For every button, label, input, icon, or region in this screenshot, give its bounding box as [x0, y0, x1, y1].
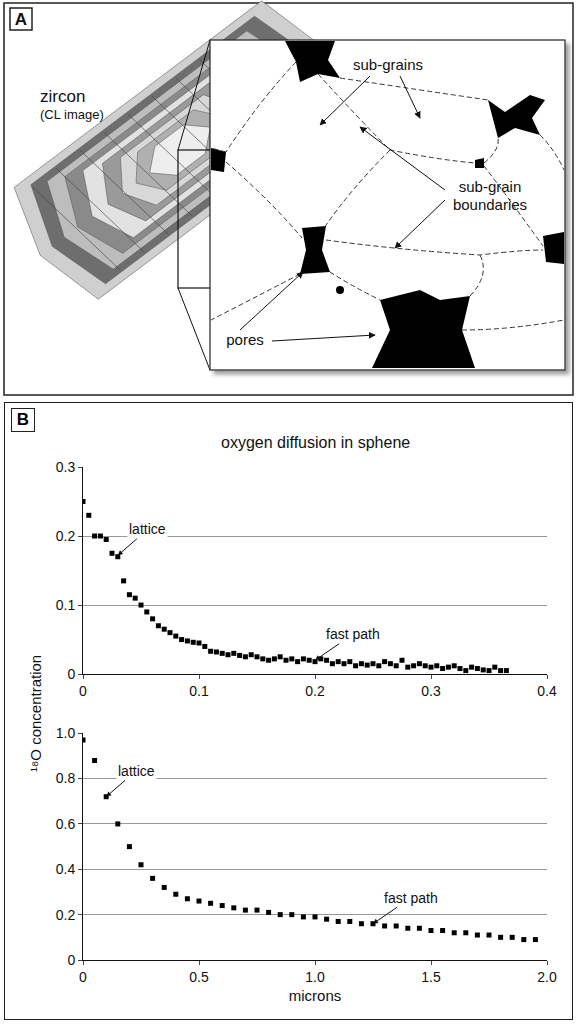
svg-text:0: 0 [67, 952, 75, 968]
svg-text:microns: microns [289, 987, 342, 1004]
svg-text:pores: pores [226, 331, 264, 348]
svg-text:0.3: 0.3 [56, 459, 76, 475]
svg-text:0: 0 [67, 666, 75, 682]
svg-text:0.3: 0.3 [421, 683, 441, 699]
svg-text:sub-grainboundaries: sub-grainboundaries [453, 178, 527, 213]
svg-text:lattice: lattice [118, 763, 155, 779]
svg-text:0: 0 [79, 969, 87, 985]
svg-text:1.0: 1.0 [305, 969, 325, 985]
svg-text:1.0: 1.0 [56, 725, 76, 741]
svg-text:sub-grains: sub-grains [353, 56, 423, 73]
svg-text:0: 0 [79, 683, 87, 699]
svg-text:0.4: 0.4 [56, 861, 76, 877]
svg-text:0.4: 0.4 [537, 683, 557, 699]
svg-text:0.1: 0.1 [56, 597, 76, 613]
svg-text:0.8: 0.8 [56, 770, 76, 786]
svg-text:fast path: fast path [326, 626, 380, 642]
svg-text:0.5: 0.5 [189, 969, 209, 985]
svg-text:0.2: 0.2 [56, 528, 76, 544]
svg-text:zircon: zircon [40, 87, 85, 106]
svg-text:1.5: 1.5 [421, 969, 441, 985]
svg-text:fast path: fast path [384, 890, 438, 906]
svg-text:2.0: 2.0 [537, 969, 557, 985]
html-text:B: B [16, 410, 30, 429]
svg-text:¹⁸O concentration: ¹⁸O concentration [27, 655, 44, 772]
svg-text:0.6: 0.6 [56, 816, 76, 832]
svg-text:(CL image): (CL image) [40, 107, 104, 122]
svg-text:oxygen diffusion in sphene: oxygen diffusion in sphene [221, 434, 410, 451]
svg-text:0.1: 0.1 [189, 683, 209, 699]
svg-text:0.2: 0.2 [305, 683, 325, 699]
svg-text:lattice: lattice [129, 521, 166, 537]
svg-text:0.2: 0.2 [56, 907, 76, 923]
svg-text:A: A [15, 10, 27, 29]
